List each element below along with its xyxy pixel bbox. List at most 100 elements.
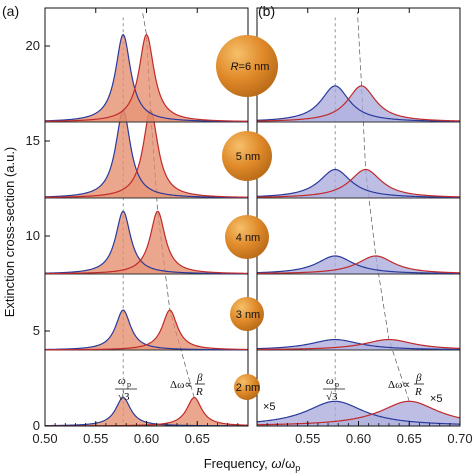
x-tick-label-b: 0.65 xyxy=(397,431,422,446)
spectrum-fill-peak2 xyxy=(257,169,460,198)
spectrum-fill-peak2 xyxy=(45,310,248,350)
sphere-r6-label: =6 nm xyxy=(239,61,270,73)
svg-text:√3: √3 xyxy=(118,391,130,403)
panel-b-frame xyxy=(256,7,461,427)
svg-text:p: p xyxy=(127,380,131,389)
y-tick-label: 15 xyxy=(26,133,40,148)
spectrum-curve-peak1 xyxy=(257,85,460,122)
spectrum-fill-peak1 xyxy=(45,310,248,350)
spectrum-fill xyxy=(45,397,248,426)
panel-label-a: (a) xyxy=(2,3,19,19)
svg-text:R: R xyxy=(414,386,422,398)
spectrum-curve-peak2 xyxy=(257,168,460,198)
annotation-delta-b: Δω∝ β R xyxy=(388,372,424,398)
spectrum-curve-peak2 xyxy=(257,85,460,122)
y-axis-label: Extinction cross-section (a.u.) xyxy=(2,147,17,318)
sphere-r6-italic: R xyxy=(231,61,239,73)
spectrum-fill-peak2 xyxy=(257,85,460,122)
spectrum-curve-peak1 xyxy=(257,255,460,275)
spectrum-curve-peak2 xyxy=(45,110,248,198)
y-tick-label: 20 xyxy=(26,38,40,53)
sphere-r5-label: 5 nm xyxy=(236,151,260,163)
sphere-r4-label: 4 nm xyxy=(236,232,260,244)
spectrum-b-4nm xyxy=(257,255,460,275)
sphere-r2-label: 2 nm xyxy=(236,382,260,394)
annotation-delta-a: Δω∝ β R xyxy=(170,372,205,398)
spectrum-fill xyxy=(45,110,248,198)
spectrum-b-5nm xyxy=(257,168,460,199)
spectrum-fill xyxy=(45,34,248,122)
spectrum-fill xyxy=(45,211,248,274)
panel-b-plot xyxy=(257,11,460,426)
annotation-omega-a: ω p √3 xyxy=(115,375,137,403)
svg-text:β: β xyxy=(415,372,422,384)
y-tick-label: 5 xyxy=(33,323,40,338)
svg-text:R=6 nm: R=6 nm xyxy=(231,61,270,73)
spectrum-a-3nm xyxy=(45,309,248,351)
x-tick-label-a: 0.50 xyxy=(32,431,57,446)
sphere-r2: 2 nm xyxy=(234,374,260,400)
svg-text:√3: √3 xyxy=(326,391,338,403)
spectrum-curve-peak2 xyxy=(45,210,248,275)
spectrum-curve-peak1 xyxy=(45,109,248,199)
y-tick-label: 0 xyxy=(33,418,40,433)
x-tick-label-a: 0.65 xyxy=(185,431,210,446)
spectrum-fill-peak1 xyxy=(257,169,460,198)
spectrum-fill-peak1 xyxy=(257,401,460,426)
spectrum-curve-peak1 xyxy=(45,33,248,123)
spectrum-b-3nm xyxy=(257,338,460,351)
x-tick-label-a: 0.60 xyxy=(134,431,159,446)
spectrum-fill-peak2 xyxy=(257,401,460,426)
spectrum-fill xyxy=(257,85,460,122)
svg-text:ω: ω xyxy=(326,375,334,387)
spectrum-curve-peak1 xyxy=(45,309,248,351)
svg-text:Δω∝: Δω∝ xyxy=(388,379,410,391)
spectrum-curve-peak2 xyxy=(45,309,248,351)
sphere-r3-label: 3 nm xyxy=(236,309,260,321)
spectrum-fill xyxy=(257,401,460,426)
spectrum-b-2nm xyxy=(257,400,460,426)
annotation-omega-b: ω p √3 xyxy=(323,375,345,403)
x-tick-label-a: 0.55 xyxy=(83,431,108,446)
spectrum-curve-peak2 xyxy=(257,400,460,426)
y-tick-label: 10 xyxy=(26,228,40,243)
guide-line-shift-b xyxy=(357,11,410,402)
x-tick-label-b: 0.60 xyxy=(346,431,371,446)
x-tick-label-b: 0.70 xyxy=(447,431,472,446)
svg-text:ω: ω xyxy=(118,375,126,387)
spectrum-a-6nm xyxy=(45,33,248,123)
spectrum-fill-peak2 xyxy=(45,211,248,274)
spectrum-curve-peak2 xyxy=(45,33,248,122)
sphere-r6: R=6 nm xyxy=(216,35,278,97)
x-tick-label-b: 0.55 xyxy=(295,431,320,446)
spectrum-curve-peak1 xyxy=(257,400,460,425)
panel-a-plot xyxy=(45,11,248,426)
times5-left: ×5 xyxy=(263,401,276,413)
spectrum-fill-peak2 xyxy=(45,397,248,426)
times5-right: ×5 xyxy=(430,393,443,405)
spectrum-curve-peak1 xyxy=(257,338,460,351)
spectrum-curve-peak2 xyxy=(257,338,460,351)
svg-text:p: p xyxy=(335,380,339,389)
spectrum-fill xyxy=(257,169,460,198)
axis-ticks: 0.50 0.55 0.60 0.65 0 5 10 15 20 0.55 0.60 0.65 0.70 xyxy=(26,8,473,446)
spectrum-a-5nm xyxy=(45,109,248,199)
spectrum-curve-peak1 xyxy=(45,210,248,275)
sphere-r3: 3 nm xyxy=(230,297,264,331)
svg-text:R: R xyxy=(195,386,203,398)
spectrum-fill xyxy=(45,310,248,350)
spectrum-fill-peak2 xyxy=(45,110,248,198)
spectrum-fill-peak1 xyxy=(257,255,460,274)
spectrum-curve-peak1 xyxy=(257,168,460,198)
x-axis-label: Frequency, ω/ωp xyxy=(204,456,301,473)
panel-label-b: (b) xyxy=(258,3,275,19)
spectrum-fill-peak2 xyxy=(45,34,248,122)
svg-text:β: β xyxy=(196,372,203,384)
sphere-r5: 5 nm xyxy=(222,131,272,181)
spectrum-b-6nm xyxy=(257,85,460,123)
svg-text:Δω∝: Δω∝ xyxy=(170,379,192,391)
spectrum-fill-peak1 xyxy=(257,85,460,122)
spectrum-a-4nm xyxy=(45,210,248,275)
sphere-r4: 4 nm xyxy=(225,215,269,259)
